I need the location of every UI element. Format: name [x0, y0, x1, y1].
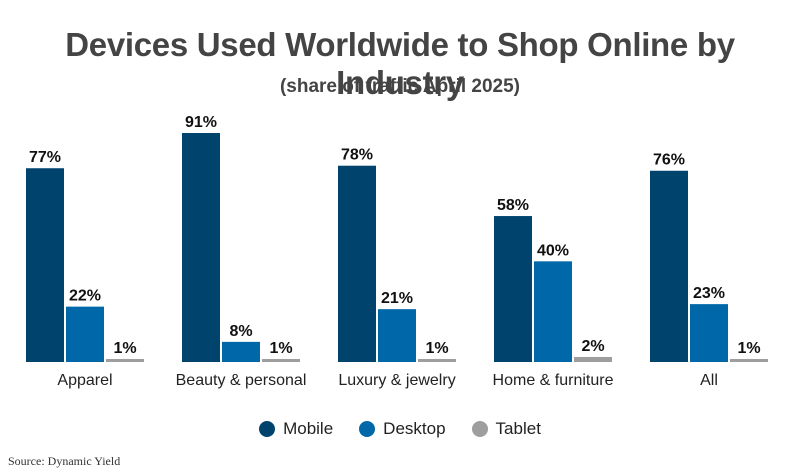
bar-desktop-luxury-jewelry: [378, 309, 416, 362]
category-label-apparel: Apparel: [57, 372, 112, 389]
bar-tablet-beauty-personal: [262, 359, 300, 362]
category-label-all: All: [700, 372, 718, 389]
data-label-desktop-home-furniture: 40%: [537, 242, 569, 259]
bar-mobile-all: [650, 170, 688, 362]
data-label-tablet-all: 1%: [737, 340, 760, 357]
bar-tablet-luxury-jewelry: [418, 359, 456, 362]
data-label-tablet-home-furniture: 2%: [581, 338, 604, 355]
legend: Mobile Desktop Tablet: [0, 419, 800, 439]
data-label-mobile-home-furniture: 58%: [497, 197, 529, 214]
bar-desktop-home-furniture: [534, 261, 572, 362]
legend-item-tablet: Tablet: [471, 419, 541, 439]
legend-swatch-tablet: [471, 421, 488, 437]
data-label-mobile-all: 76%: [653, 152, 685, 169]
bar-desktop-apparel: [66, 306, 104, 362]
bar-mobile-beauty-personal: [182, 133, 220, 362]
bar-desktop-beauty-personal: [222, 341, 260, 362]
data-label-tablet-luxury-jewelry: 1%: [425, 340, 448, 357]
legend-label-mobile: Mobile: [283, 419, 334, 438]
data-label-desktop-all: 23%: [693, 285, 725, 302]
legend-label-tablet: Tablet: [495, 419, 541, 438]
legend-label-desktop: Desktop: [383, 419, 446, 438]
bar-desktop-all: [690, 304, 728, 362]
category-label-beauty-personal: Beauty & personal: [176, 372, 307, 389]
bar-tablet-all: [730, 359, 768, 362]
bar-mobile-apparel: [26, 168, 64, 362]
bar-tablet-home-furniture: [574, 356, 612, 362]
bar-mobile-home-furniture: [494, 216, 532, 362]
legend-swatch-mobile: [259, 421, 276, 437]
legend-item-mobile: Mobile: [259, 419, 333, 439]
data-label-mobile-apparel: 77%: [29, 149, 61, 166]
legend-item-desktop: Desktop: [359, 419, 446, 439]
data-label-desktop-apparel: 22%: [69, 288, 101, 305]
data-label-tablet-beauty-personal: 1%: [269, 340, 292, 357]
chart-title: Devices Used Worldwide to Shop Online by…: [65, 26, 735, 101]
chart-subtitle: (share of traffic April 2025): [279, 76, 521, 97]
data-label-desktop-beauty-personal: 8%: [229, 323, 252, 340]
data-label-mobile-luxury-jewelry: 78%: [341, 147, 373, 164]
legend-swatch-desktop: [359, 421, 376, 437]
data-label-mobile-beauty-personal: 91%: [185, 114, 217, 131]
bar-tablet-apparel: [106, 359, 144, 362]
category-label-luxury-jewelry: Luxury & jewelry: [338, 372, 455, 389]
data-label-tablet-apparel: 1%: [113, 340, 136, 357]
category-label-home-furniture: Home & furniture: [493, 372, 614, 389]
source-note: Source: Dynamic Yield: [8, 454, 121, 468]
bar-mobile-luxury-jewelry: [338, 165, 376, 362]
data-label-desktop-luxury-jewelry: 21%: [381, 290, 413, 307]
